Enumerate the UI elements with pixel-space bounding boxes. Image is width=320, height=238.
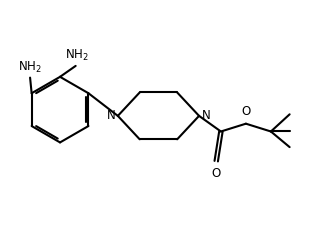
Text: O: O (241, 105, 251, 118)
Text: O: O (211, 167, 220, 180)
Text: NH$_2$: NH$_2$ (18, 60, 42, 75)
Text: NH$_2$: NH$_2$ (65, 48, 89, 63)
Text: N: N (107, 109, 115, 122)
Text: N: N (202, 109, 210, 122)
